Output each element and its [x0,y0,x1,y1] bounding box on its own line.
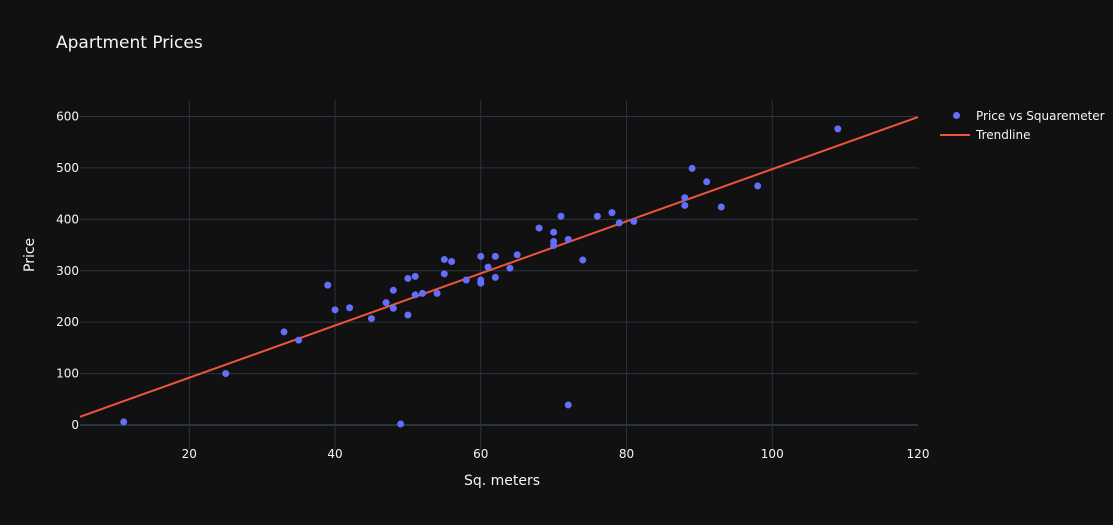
data-point[interactable] [688,164,696,172]
y-tick-label: 0 [71,418,79,432]
legend-label: Trendline [976,127,1031,142]
legend: Price vs Squaremeter Trendline [940,106,1105,144]
data-point[interactable] [506,264,514,272]
marker-dot-icon [940,106,972,125]
y-axis-ticks: 0 100 200 300 400 500 600 [56,110,79,433]
data-point[interactable] [324,281,332,289]
data-point[interactable] [346,304,354,312]
data-point[interactable] [579,256,587,264]
x-axis-ticks: 20 40 60 80 100 120 [182,447,930,461]
data-point[interactable] [550,228,558,236]
y-tick-label: 500 [56,161,79,175]
line-icon [940,125,972,144]
y-tick-label: 200 [56,315,79,329]
legend-item-trendline[interactable]: Trendline [940,125,1105,144]
data-point[interactable] [717,203,725,211]
x-tick-label: 60 [473,447,488,461]
data-point[interactable] [681,194,689,202]
data-point[interactable] [513,251,521,259]
y-tick-label: 400 [56,212,79,226]
data-point[interactable] [120,418,128,426]
grid-lines [80,100,918,450]
data-point[interactable] [535,224,543,232]
y-axis-label: Price [22,237,38,272]
data-point[interactable] [331,306,339,314]
data-point[interactable] [411,291,419,299]
chart-title: Apartment Prices [56,33,203,53]
y-tick-label: 100 [56,367,79,381]
y-tick-label: 600 [56,110,79,124]
data-point[interactable] [280,328,288,336]
data-point[interactable] [491,273,499,281]
data-point[interactable] [564,235,572,243]
x-tick-label: 80 [619,447,634,461]
data-point[interactable] [433,289,441,297]
x-tick-label: 120 [907,447,930,461]
data-point[interactable] [418,289,426,297]
data-point[interactable] [593,212,601,220]
x-tick-label: 100 [761,447,784,461]
data-point[interactable] [608,209,616,217]
data-point[interactable] [477,279,485,287]
data-point[interactable] [484,263,492,271]
data-point[interactable] [389,286,397,294]
data-point[interactable] [440,255,448,263]
x-tick-label: 20 [182,447,197,461]
trendline [79,116,919,418]
data-point[interactable] [703,178,711,186]
data-point[interactable] [389,304,397,312]
data-point[interactable] [557,212,565,220]
data-points[interactable] [120,125,842,428]
data-point[interactable] [404,311,412,319]
data-point[interactable] [834,125,842,133]
x-tick-label: 40 [327,447,342,461]
data-point[interactable] [681,201,689,209]
legend-label: Price vs Squaremeter [976,108,1105,123]
data-point[interactable] [397,420,405,428]
data-point[interactable] [615,219,623,227]
data-point[interactable] [295,336,303,344]
legend-item-price[interactable]: Price vs Squaremeter [940,106,1105,125]
data-point[interactable] [222,370,230,378]
y-tick-label: 300 [56,264,79,278]
x-axis-label: Sq. meters [464,473,541,489]
data-point[interactable] [477,252,485,260]
data-point[interactable] [411,272,419,280]
data-point[interactable] [754,182,762,190]
data-point[interactable] [630,217,638,225]
data-point[interactable] [491,252,499,260]
data-point[interactable] [462,276,470,284]
data-point[interactable] [448,257,456,265]
data-point[interactable] [440,270,448,278]
data-point[interactable] [382,299,390,307]
data-point[interactable] [367,315,375,323]
data-point[interactable] [550,242,558,250]
data-point[interactable] [564,401,572,409]
data-point[interactable] [404,274,412,282]
